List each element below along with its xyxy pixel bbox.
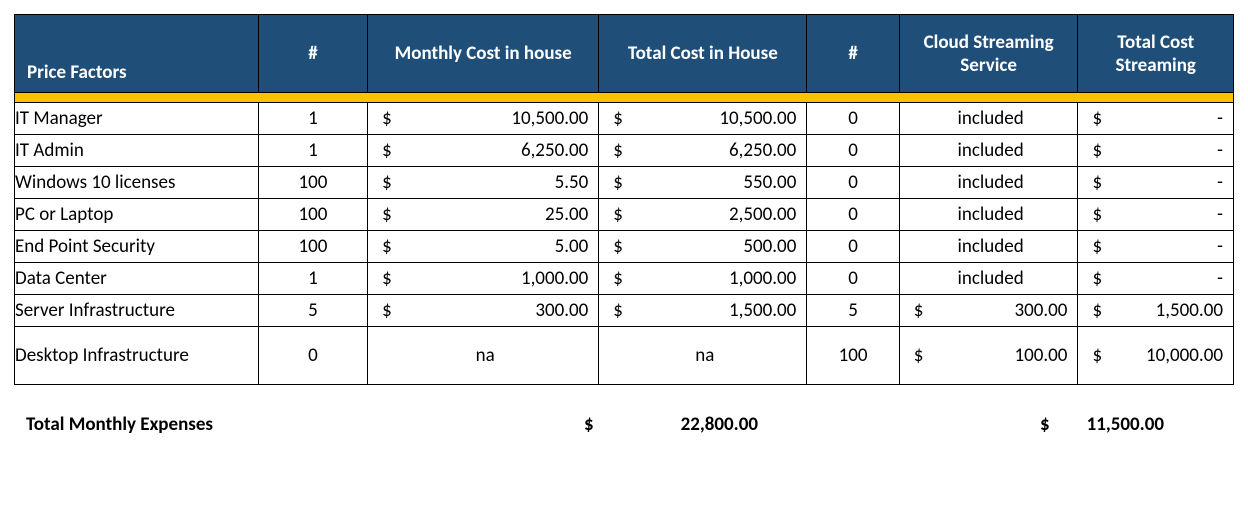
row-monthly-in-house: na [368, 327, 599, 385]
row-total-in-house: $6,250.00 [599, 135, 807, 167]
row-total-streaming: $- [1078, 199, 1234, 231]
row-total-in-house: $500.00 [599, 231, 807, 263]
row-label: PC or Laptop [15, 199, 259, 231]
row-count-2: 0 [807, 135, 899, 167]
row-monthly-in-house: $25.00 [368, 199, 599, 231]
table-row: Desktop Infrastructure0nana100$100.00$10… [15, 327, 1234, 385]
row-count-2: 0 [807, 263, 899, 295]
row-total-in-house: $1,500.00 [599, 295, 807, 327]
row-count-1: 100 [258, 167, 367, 199]
row-count-1: 100 [258, 199, 367, 231]
row-label: Desktop Infrastructure [15, 327, 259, 385]
row-count-2: 0 [807, 103, 899, 135]
row-cloud-service: included [899, 231, 1078, 263]
row-monthly-in-house: $6,250.00 [368, 135, 599, 167]
table-header-row: Price Factors # Monthly Cost in house To… [15, 15, 1234, 93]
header-count-1: # [258, 15, 367, 93]
row-total-streaming: $- [1078, 231, 1234, 263]
row-count-1: 100 [258, 231, 367, 263]
row-total-streaming: $- [1078, 135, 1234, 167]
row-count-1: 5 [258, 295, 367, 327]
header-total-in-house: Total Cost in House [599, 15, 807, 93]
row-label: IT Admin [15, 135, 259, 167]
row-total-in-house: $10,500.00 [599, 103, 807, 135]
row-monthly-in-house: $5.00 [368, 231, 599, 263]
row-monthly-in-house: $300.00 [368, 295, 599, 327]
row-total-in-house: $550.00 [599, 167, 807, 199]
header-count-2: # [807, 15, 899, 93]
totals-row: Total Monthly Expenses $22,800.00 $11,50… [14, 413, 1234, 436]
table-row: Data Center1$1,000.00$1,000.000included$… [15, 263, 1234, 295]
totals-label: Total Monthly Expenses [14, 413, 246, 436]
header-total-streaming: Total Cost Streaming [1078, 15, 1234, 93]
row-total-in-house: $2,500.00 [599, 199, 807, 231]
header-monthly-in-house: Monthly Cost in house [368, 15, 599, 93]
row-total-streaming: $1,500.00 [1078, 295, 1234, 327]
row-total-streaming: $10,000.00 [1078, 327, 1234, 385]
table-row: PC or Laptop100$25.00$2,500.000included$… [15, 199, 1234, 231]
row-monthly-in-house: $5.50 [368, 167, 599, 199]
row-count-1: 0 [258, 327, 367, 385]
row-cloud-service: included [899, 199, 1078, 231]
row-count-1: 1 [258, 103, 367, 135]
row-label: IT Manager [15, 103, 259, 135]
table-row: End Point Security100$5.00$500.000includ… [15, 231, 1234, 263]
table-body: IT Manager1$10,500.00$10,500.000included… [15, 93, 1234, 385]
row-count-1: 1 [258, 135, 367, 167]
table-row: IT Admin1$6,250.00$6,250.000included$- [15, 135, 1234, 167]
header-cloud-service: Cloud Streaming Service [899, 15, 1078, 93]
row-cloud-service: included [899, 103, 1078, 135]
row-monthly-in-house: $10,500.00 [368, 103, 599, 135]
table-row: Windows 10 licenses100$5.50$550.000inclu… [15, 167, 1234, 199]
totals-streaming: $11,500.00 [1026, 413, 1174, 436]
row-count-2: 0 [807, 231, 899, 263]
row-total-streaming: $- [1078, 263, 1234, 295]
row-total-in-house: $1,000.00 [599, 263, 807, 295]
row-count-2: 0 [807, 199, 899, 231]
table-row: IT Manager1$10,500.00$10,500.000included… [15, 103, 1234, 135]
row-label: Windows 10 licenses [15, 167, 259, 199]
table-row: Server Infrastructure5$300.00$1,500.005$… [15, 295, 1234, 327]
row-count-2: 0 [807, 167, 899, 199]
row-cloud-service: included [899, 135, 1078, 167]
header-price-factors: Price Factors [15, 15, 259, 93]
row-cloud-service: included [899, 167, 1078, 199]
cost-comparison-table: Price Factors # Monthly Cost in house To… [14, 14, 1234, 385]
separator-row [15, 93, 1234, 103]
row-monthly-in-house: $1,000.00 [368, 263, 599, 295]
row-total-streaming: $- [1078, 167, 1234, 199]
row-total-streaming: $- [1078, 103, 1234, 135]
row-count-2: 100 [807, 327, 899, 385]
row-count-2: 5 [807, 295, 899, 327]
row-label: Server Infrastructure [15, 295, 259, 327]
row-cloud-service: $100.00 [899, 327, 1078, 385]
row-count-1: 1 [258, 263, 367, 295]
row-cloud-service: $300.00 [899, 295, 1078, 327]
totals-in-house: $22,800.00 [570, 413, 768, 436]
row-label: End Point Security [15, 231, 259, 263]
row-cloud-service: included [899, 263, 1078, 295]
row-label: Data Center [15, 263, 259, 295]
row-total-in-house: na [599, 327, 807, 385]
